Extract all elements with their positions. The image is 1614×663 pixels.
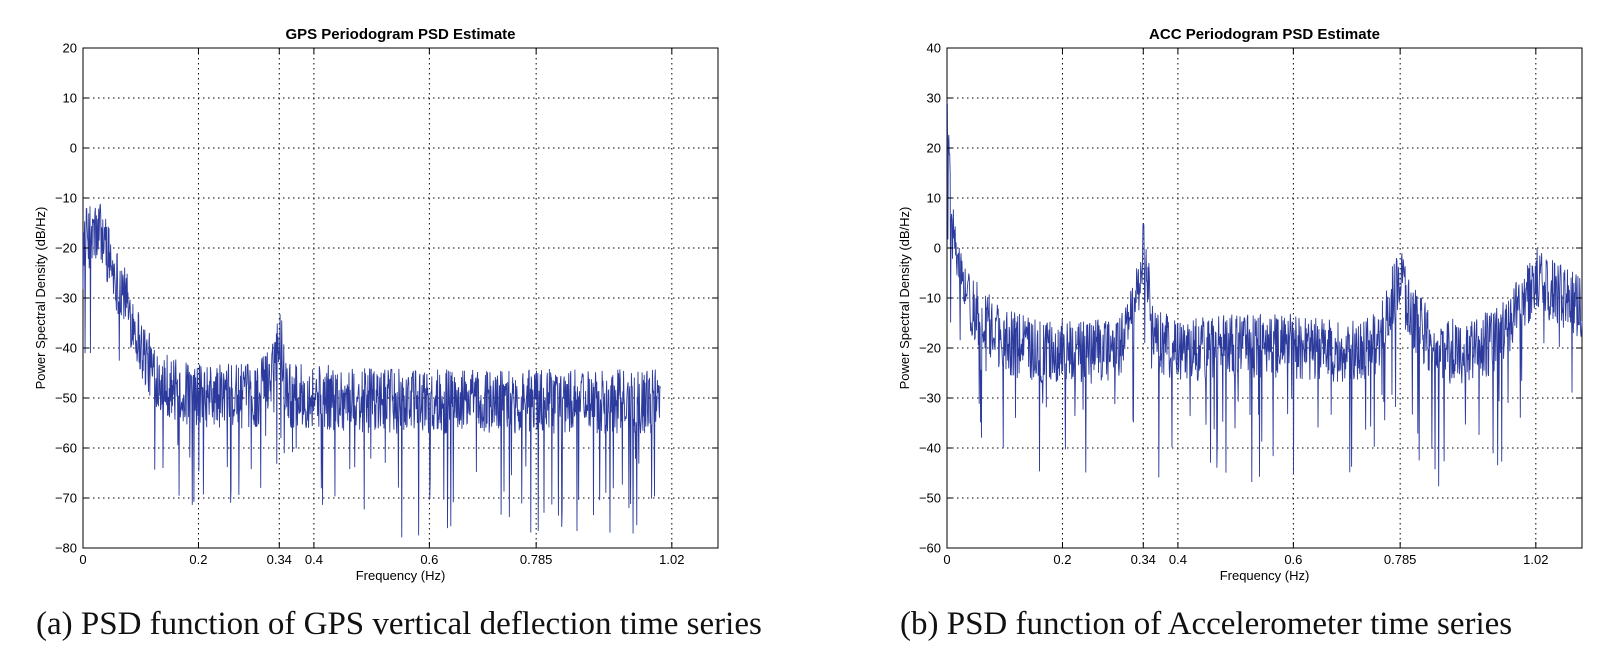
y-tick-label: −50: [919, 491, 941, 506]
y-tick-label: −70: [55, 491, 77, 506]
x-tick-label: 1.02: [659, 552, 684, 567]
y-tick-label: 10: [927, 191, 941, 206]
psd-series-line: [82, 203, 661, 538]
psd-series-line: [946, 102, 1583, 487]
chart-title: ACC Periodogram PSD Estimate: [1149, 26, 1380, 43]
gps-psd-chart: 0 0.2 0.34 0.4 0.6 0.785 1.02 −80 −70 −60 −50 −40 −3…: [33, 26, 719, 583]
x-tick-label: 0.34: [267, 552, 292, 567]
x-tick-label: 0: [943, 552, 950, 567]
acc-psd-chart: 0 0.2 0.34 0.4 0.6 0.785 1.02 −60 −50 −40 −30 −20 −1…: [897, 26, 1583, 583]
y-tick-label: 0: [70, 141, 77, 156]
y-tick-label: −20: [55, 241, 77, 256]
caption-a: (a) PSD function of GPS vertical deflect…: [36, 606, 762, 642]
y-tick-label: −30: [919, 391, 941, 406]
caption-b: (b) PSD function of Accelerometer time s…: [900, 606, 1513, 642]
grid-lines: [83, 48, 718, 548]
x-tick-label: 0.2: [189, 552, 207, 567]
x-tick-label: 0.6: [420, 552, 438, 567]
x-tick-label: 0.4: [305, 552, 323, 567]
x-tick-label: 0.785: [1384, 552, 1417, 567]
y-tick-label: −40: [55, 341, 77, 356]
x-tick-label: 1.02: [1523, 552, 1548, 567]
x-tick-label: 0.2: [1053, 552, 1071, 567]
y-tick-label: −10: [55, 191, 77, 206]
grid-lines: [947, 48, 1582, 548]
x-tick-label: 0.6: [1284, 552, 1302, 567]
y-tick-label: −20: [919, 341, 941, 356]
y-tick-label: −80: [55, 541, 77, 556]
y-tick-label: 30: [927, 91, 941, 106]
chart-title: GPS Periodogram PSD Estimate: [285, 26, 515, 43]
x-tick-label: 0.34: [1131, 552, 1156, 567]
x-axis-label: Frequency (Hz): [356, 568, 446, 583]
y-tick-label: −60: [919, 541, 941, 556]
tick-layer: 0 0.2 0.34 0.4 0.6 0.785 1.02 −60 −50 −40 −30 −20 −1…: [919, 41, 1582, 567]
y-tick-label: 20: [63, 41, 77, 56]
y-tick-label: −60: [55, 441, 77, 456]
y-tick-label: 20: [927, 141, 941, 156]
series-layer: [82, 203, 661, 538]
y-tick-label: 0: [934, 241, 941, 256]
y-tick-label: −30: [55, 291, 77, 306]
y-tick-label: 40: [927, 41, 941, 56]
y-axis-label: Power Spectral Density (dB/Hz): [897, 207, 912, 390]
x-tick-label: 0.785: [520, 552, 553, 567]
x-tick-label: 0: [79, 552, 86, 567]
tick-layer: 0 0.2 0.34 0.4 0.6 0.785 1.02 −80 −70 −60 −50 −40 −3…: [55, 41, 718, 567]
y-axis-label: Power Spectral Density (dB/Hz): [33, 207, 48, 390]
x-axis-label: Frequency (Hz): [1220, 568, 1310, 583]
y-tick-label: −40: [919, 441, 941, 456]
y-tick-label: −10: [919, 291, 941, 306]
series-layer: [946, 102, 1583, 487]
x-tick-label: 0.4: [1169, 552, 1187, 567]
y-tick-label: −50: [55, 391, 77, 406]
y-tick-label: 10: [63, 91, 77, 106]
